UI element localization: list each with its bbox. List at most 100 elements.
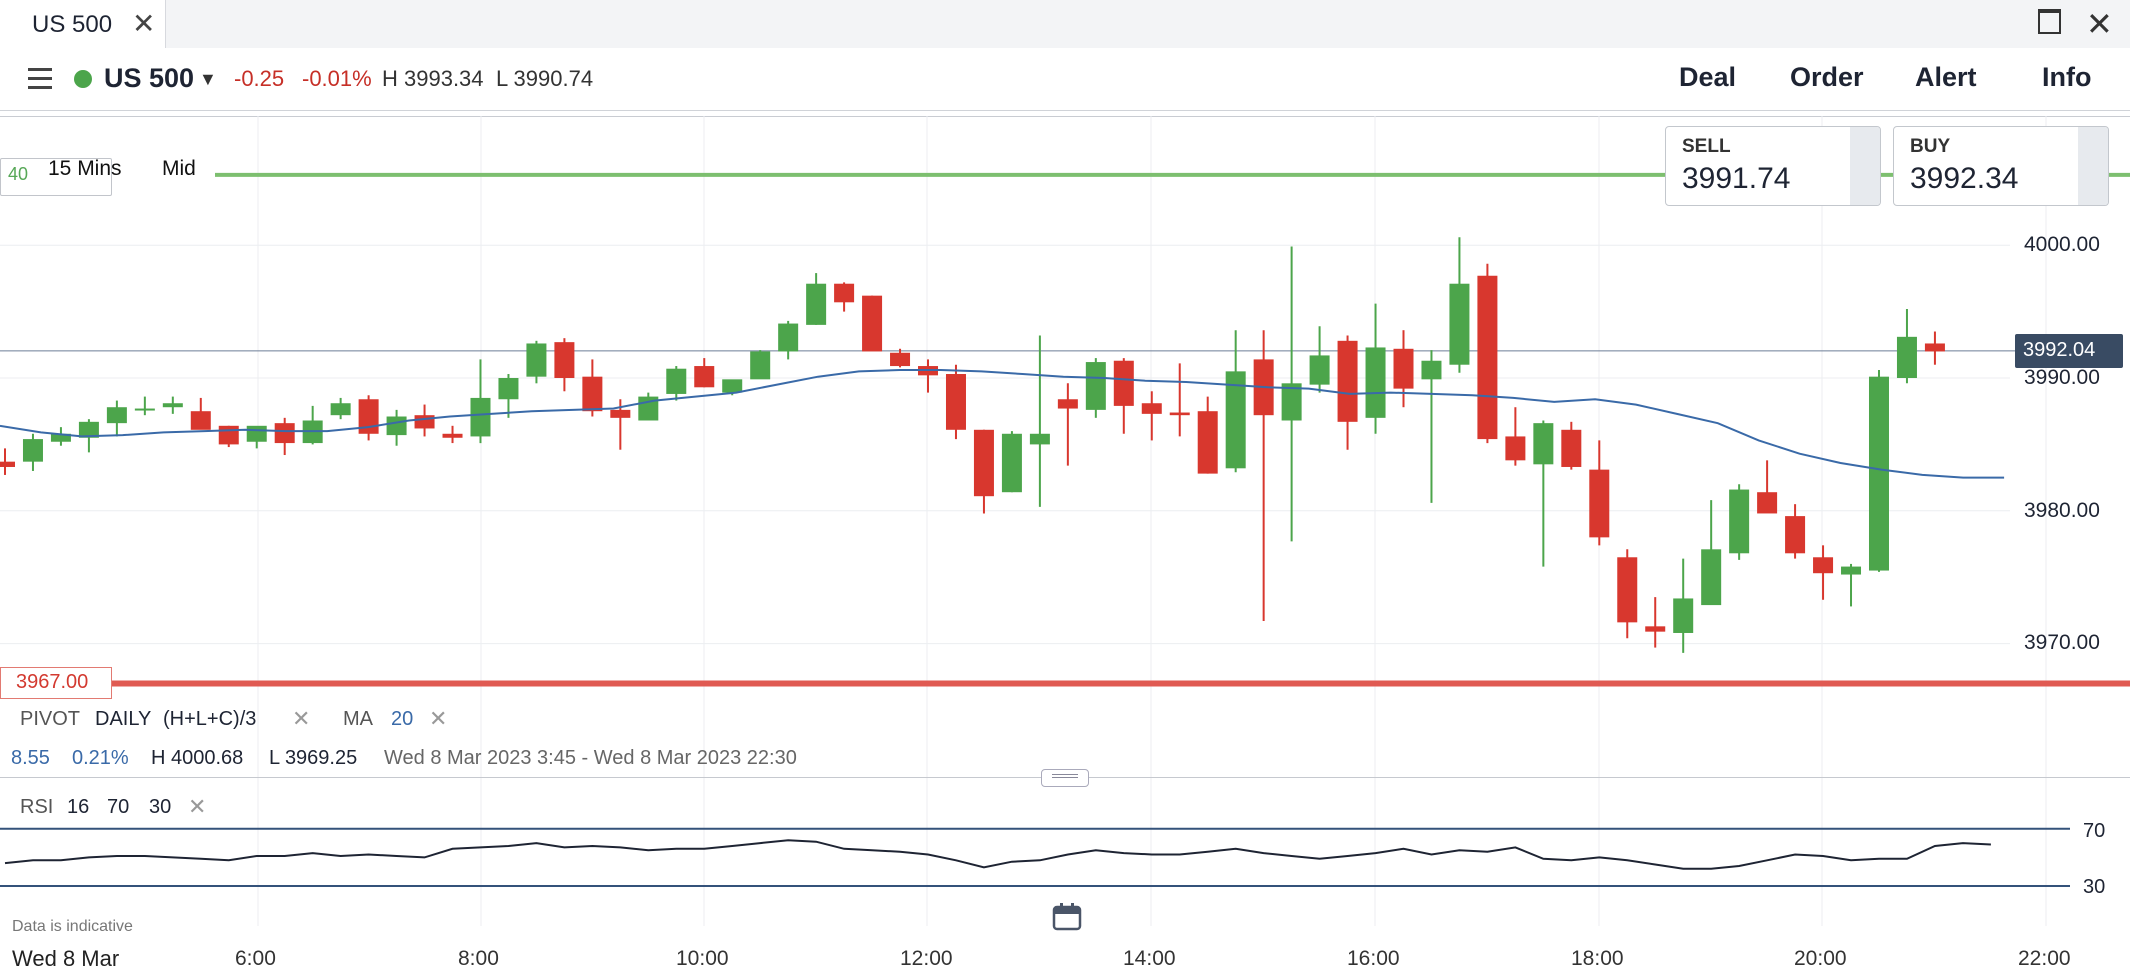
ma20-line (0, 369, 2005, 479)
range-high: H 4000.68 (151, 747, 244, 769)
ma-period: 20 (391, 708, 414, 730)
candle-body (778, 323, 799, 352)
maximize-icon[interactable] (2038, 9, 2061, 34)
candle-body (1057, 399, 1078, 409)
price-change: -0.25 (234, 66, 285, 91)
current-price-badge (2015, 334, 2123, 368)
remove-ma-icon[interactable]: ✕ (429, 706, 448, 731)
rsi-indicator-label[interactable]: RSI (20, 796, 54, 818)
y-tick-label: 4000.00 (2024, 233, 2100, 256)
close-window-icon[interactable]: ✕ (2086, 6, 2113, 42)
candle-body (666, 368, 687, 394)
chevron-down-icon[interactable]: ▼ (199, 69, 217, 89)
deal-button[interactable]: Deal (1679, 62, 1737, 92)
candle-body (1617, 557, 1638, 623)
tab-close-icon[interactable]: ✕ (132, 8, 156, 39)
candle-body (1896, 336, 1917, 378)
candle-body (890, 352, 911, 367)
x-tick-label: 10:00 (676, 947, 729, 970)
candle-body (274, 423, 295, 444)
candle-body (1029, 433, 1050, 445)
x-tick-label: 14:00 (1123, 947, 1176, 970)
current-price-value: 3992.04 (2023, 339, 2096, 361)
candle-body (1309, 355, 1330, 385)
candle-body (1337, 340, 1358, 422)
pivot-period: DAILY (95, 708, 152, 730)
sell-price: 3991.74 (1682, 162, 1791, 195)
y-tick-label: 3980.00 (2024, 499, 2100, 522)
sell-ticket[interactable]: SELL 3991.74 (1665, 126, 1881, 206)
candle-body (1785, 516, 1806, 554)
rsi-line (4, 839, 1991, 870)
rsi-level-label: 30 (2083, 876, 2106, 898)
calendar-icon[interactable] (1052, 903, 1082, 931)
candle-body (1841, 566, 1862, 575)
candle-body (1673, 598, 1694, 633)
candle-body (218, 425, 239, 445)
candle-body (1533, 423, 1554, 465)
buy-ticket[interactable]: BUY 3992.34 (1893, 126, 2109, 206)
candle-body (1449, 283, 1470, 365)
candle-body (1561, 429, 1582, 467)
day-high: H 3993.34 (382, 66, 484, 91)
candle-body (50, 433, 71, 442)
window-tab[interactable] (0, 0, 166, 48)
panel-resize-handle[interactable] (1041, 769, 1089, 787)
price-chart[interactable] (0, 116, 2130, 974)
candle-body (1113, 360, 1134, 406)
candle-body (106, 407, 127, 424)
candle-body (1645, 626, 1666, 632)
candle-body (1085, 362, 1106, 410)
pivot-level-value: 40 (8, 164, 29, 184)
rsi-period: 16 (67, 796, 90, 818)
candle-body (0, 461, 15, 467)
range-dates: Wed 8 Mar 2023 3:45 - Wed 8 Mar 2023 22:… (384, 747, 797, 769)
candle-body (498, 378, 519, 400)
candle-body (1281, 383, 1302, 421)
sell-label: SELL (1682, 136, 1731, 157)
price-type-selector[interactable]: Mid (162, 157, 196, 180)
support-level-tag (0, 667, 112, 699)
ma-indicator-label[interactable]: MA (343, 708, 373, 730)
pivot-level-tag (0, 158, 112, 196)
x-tick-label: 22:00 (2018, 947, 2071, 970)
rsi-level-label: 70 (2083, 820, 2106, 842)
x-tick-label: 18:00 (1571, 947, 1624, 970)
price-change-percent: -0.01% (302, 66, 372, 91)
y-tick-label: 3990.00 (2024, 366, 2100, 389)
pivot-formula: (H+L+C)/3 (163, 708, 257, 730)
instrument-name[interactable]: US 500 (104, 63, 195, 93)
alert-button[interactable]: Alert (1915, 62, 1977, 92)
day-low: L 3990.74 (496, 66, 594, 91)
candle-body (470, 397, 491, 437)
pivot-indicator-label[interactable]: PIVOT (20, 708, 81, 730)
candle-body (834, 283, 855, 303)
rsi-lower: 30 (149, 796, 172, 818)
rsi-upper: 70 (107, 796, 130, 818)
candle-body (1701, 549, 1722, 606)
candle-body (1225, 371, 1246, 469)
candle-body (694, 366, 715, 388)
candle-body (190, 411, 211, 430)
candle-body (1924, 343, 1945, 352)
remove-pivot-icon[interactable]: ✕ (292, 706, 311, 731)
range-low: L 3969.25 (269, 747, 358, 769)
info-button[interactable]: Info (2042, 62, 2092, 92)
candle-body (1421, 360, 1442, 380)
range-change: 8.55 (11, 747, 50, 769)
candle-body (78, 421, 99, 438)
buy-label: BUY (1910, 136, 1951, 157)
remove-rsi-icon[interactable]: ✕ (188, 794, 207, 819)
candle-body (554, 342, 575, 378)
tab-title: US 500 (32, 11, 113, 38)
candle-body (1365, 347, 1386, 418)
candle-body (414, 415, 435, 429)
candle-body (862, 295, 883, 352)
order-button[interactable]: Order (1790, 62, 1864, 92)
range-change-percent: 0.21% (72, 747, 129, 769)
x-tick-label: 16:00 (1347, 947, 1400, 970)
timeframe-selector[interactable]: 15 Mins (48, 157, 122, 180)
x-tick-label: 6:00 (235, 947, 276, 970)
candle-body (1169, 412, 1190, 416)
hamburger-menu-icon[interactable] (28, 68, 52, 89)
